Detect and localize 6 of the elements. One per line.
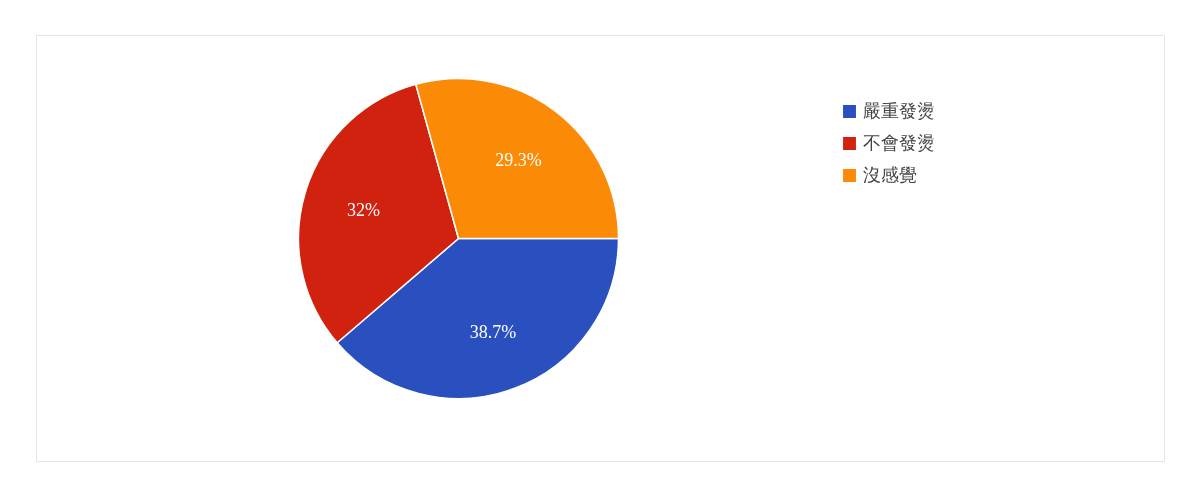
data-label: 29.3% <box>495 149 542 170</box>
data-label: 38.7% <box>469 321 517 342</box>
legend-label: 沒感覺 <box>863 163 917 187</box>
legend-label: 嚴重發燙 <box>863 99 935 123</box>
data-label: 32% <box>347 199 381 220</box>
legend-label: 不會發燙 <box>863 131 935 155</box>
